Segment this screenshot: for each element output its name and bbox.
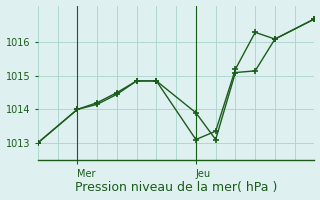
X-axis label: Pression niveau de la mer( hPa ): Pression niveau de la mer( hPa )	[75, 181, 277, 194]
